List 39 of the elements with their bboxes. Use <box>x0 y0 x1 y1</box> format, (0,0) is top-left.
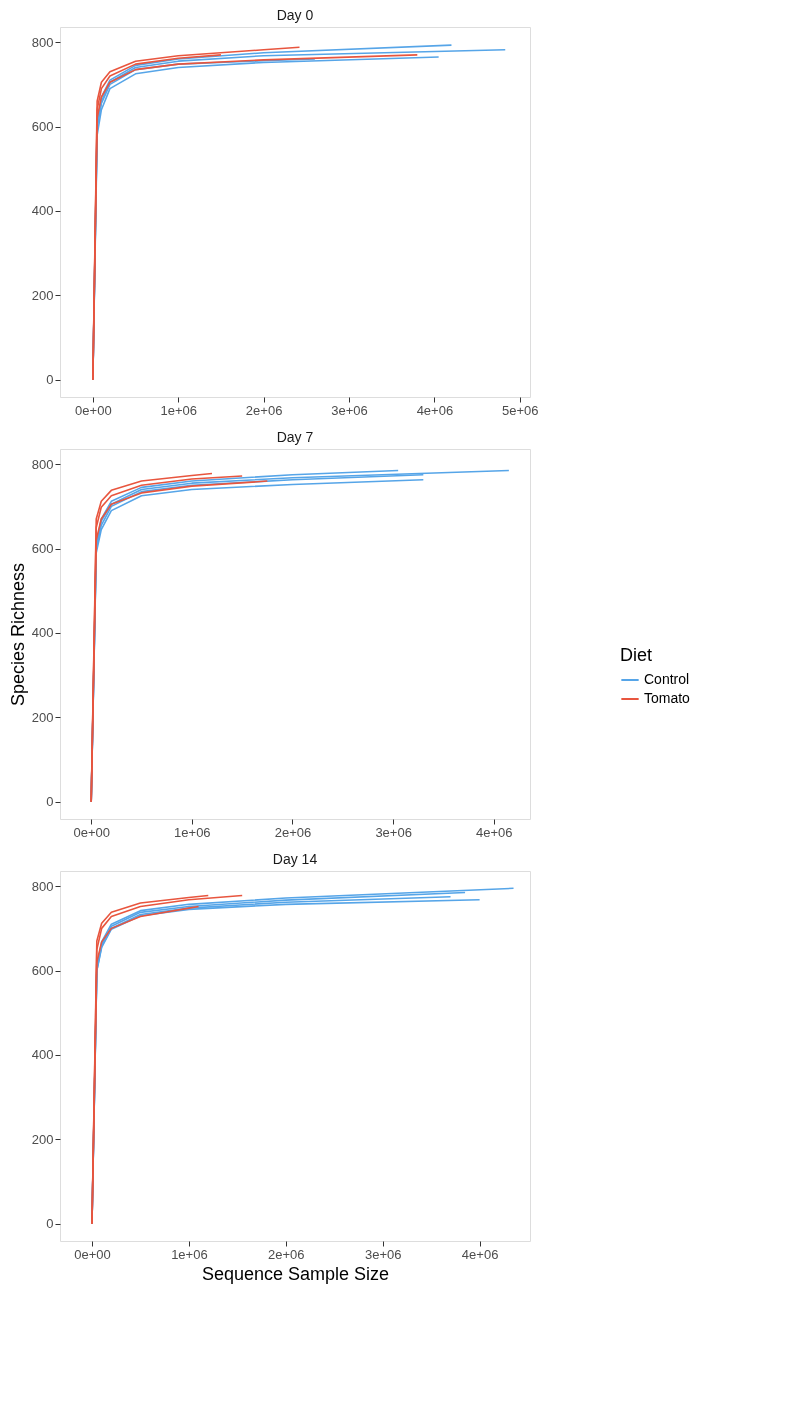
x-tick-label: 4e+06 <box>476 824 513 840</box>
x-tick-label: 1e+06 <box>174 824 211 840</box>
x-tick-label: 5e+06 <box>502 402 539 418</box>
x-tick-label: 3e+06 <box>375 824 412 840</box>
x-tick-label: 2e+06 <box>274 824 312 840</box>
legend-label: Control <box>644 671 690 687</box>
legend-title: Diet <box>620 645 653 665</box>
y-tick-label: 600 <box>31 541 54 557</box>
y-tick-label: 800 <box>31 456 54 472</box>
x-tick-label: 4e+06 <box>461 1246 499 1262</box>
y-axis-title: Species Richness <box>7 562 28 707</box>
chart-title: Day 0 <box>276 7 314 23</box>
x-tick-label: 0e+00 <box>74 1246 111 1262</box>
y-tick-label: 600 <box>31 963 54 979</box>
y-tick-label: 400 <box>31 203 54 219</box>
y-tick-label: 0 <box>46 1216 54 1232</box>
y-tick-label: 400 <box>31 1047 54 1063</box>
y-tick-label: 200 <box>31 287 54 303</box>
legend-label: Tomato <box>644 690 691 706</box>
x-tick-label: 1e+06 <box>160 402 197 418</box>
x-tick-label: 3e+06 <box>331 402 368 418</box>
y-tick-label: 200 <box>31 709 54 725</box>
x-tick-label: 0e+00 <box>73 824 110 840</box>
x-tick-label: 2e+06 <box>245 402 283 418</box>
y-tick-label: 0 <box>46 372 54 388</box>
y-tick-label: 800 <box>31 878 54 894</box>
y-tick-label: 800 <box>31 34 54 50</box>
x-tick-label: 3e+06 <box>364 1246 402 1262</box>
x-tick-label: 1e+06 <box>171 1246 208 1262</box>
y-tick-label: 0 <box>46 794 54 810</box>
y-tick-label: 400 <box>31 625 54 641</box>
x-axis-title: Sequence Sample Size <box>201 1263 390 1284</box>
x-tick-label: 0e+00 <box>75 402 112 418</box>
chart-title: Day 7 <box>276 429 314 445</box>
y-tick-label: 200 <box>31 1131 54 1147</box>
x-tick-label: 2e+06 <box>268 1246 305 1262</box>
x-tick-label: 4e+06 <box>416 402 454 418</box>
y-tick-label: 600 <box>31 119 54 135</box>
chart-title: Day 14 <box>272 851 318 867</box>
